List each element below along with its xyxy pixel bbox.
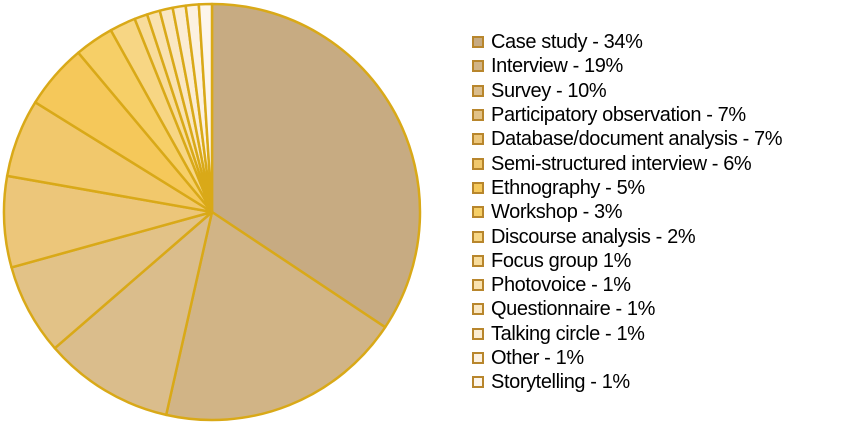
legend-item-12: Talking circle - 1% bbox=[472, 322, 782, 346]
legend-item-10: Photovoice - 1% bbox=[472, 273, 782, 297]
legend-item-3: Participatory observation - 7% bbox=[472, 103, 782, 127]
legend-swatch bbox=[472, 60, 484, 73]
legend-label: Database/document analysis - 7% bbox=[491, 128, 783, 151]
legend-swatch bbox=[472, 303, 484, 316]
legend-swatch bbox=[472, 206, 484, 219]
legend-label: Talking circle - 1% bbox=[491, 322, 645, 345]
legend-item-4: Database/document analysis - 7% bbox=[472, 127, 783, 151]
legend-label: Semi-structured interview - 6% bbox=[491, 152, 752, 175]
legend-item-7: Workshop - 3% bbox=[472, 200, 782, 224]
legend-item-6: Ethnography - 5% bbox=[472, 176, 782, 200]
legend-swatch bbox=[472, 254, 484, 267]
legend-swatch bbox=[472, 133, 484, 146]
legend-label: Photovoice - 1% bbox=[491, 274, 631, 297]
legend-swatch bbox=[472, 36, 484, 49]
legend-label: Participatory observation - 7% bbox=[491, 104, 746, 127]
legend-swatch bbox=[472, 230, 484, 243]
legend-swatch bbox=[472, 84, 484, 97]
legend-swatch bbox=[472, 109, 484, 122]
legend-label: Case study - 34% bbox=[491, 31, 643, 54]
legend-label: Questionnaire - 1% bbox=[491, 298, 656, 321]
legend-label: Workshop - 3% bbox=[491, 201, 623, 224]
legend-label: Survey - 10% bbox=[491, 79, 607, 102]
legend-swatch bbox=[472, 352, 484, 364]
legend-item-14: Storytelling - 1% bbox=[472, 370, 782, 394]
legend-label: Interview - 19% bbox=[491, 55, 623, 78]
legend-item-8: Discourse analysis - 2% bbox=[472, 224, 782, 248]
legend-item-5: Semi-structured interview - 6% bbox=[472, 151, 782, 175]
legend-swatch bbox=[472, 376, 484, 389]
legend-swatch bbox=[472, 181, 484, 194]
legend-label: Ethnography - 5% bbox=[491, 176, 645, 199]
legend: Case study - 34% Interview - 19% Survey - … bbox=[472, 30, 783, 394]
legend-label: Focus group 1% bbox=[491, 249, 632, 272]
legend-swatch bbox=[472, 279, 484, 292]
legend-item-9: Focus group 1% bbox=[472, 249, 782, 273]
pie-slices bbox=[2, 2, 422, 422]
pie-slice-1 bbox=[164, 210, 387, 422]
legend-item-13: Other - 1% bbox=[472, 346, 782, 370]
pie-slice-2 bbox=[53, 210, 214, 417]
legend-swatch bbox=[472, 157, 484, 170]
legend-item-2: Survey - 10% bbox=[472, 79, 782, 103]
legend-label: Storytelling - 1% bbox=[491, 371, 630, 394]
legend-label: Discourse analysis - 2% bbox=[491, 225, 696, 248]
legend-item-0: Case study - 34% bbox=[472, 30, 782, 54]
legend-item-11: Questionnaire - 1% bbox=[472, 297, 782, 321]
pie-slice-14 bbox=[197, 2, 214, 214]
legend-label: Other - 1% bbox=[491, 347, 584, 369]
legend-swatch bbox=[472, 327, 484, 340]
legend-item-1: Interview - 19% bbox=[472, 54, 782, 78]
